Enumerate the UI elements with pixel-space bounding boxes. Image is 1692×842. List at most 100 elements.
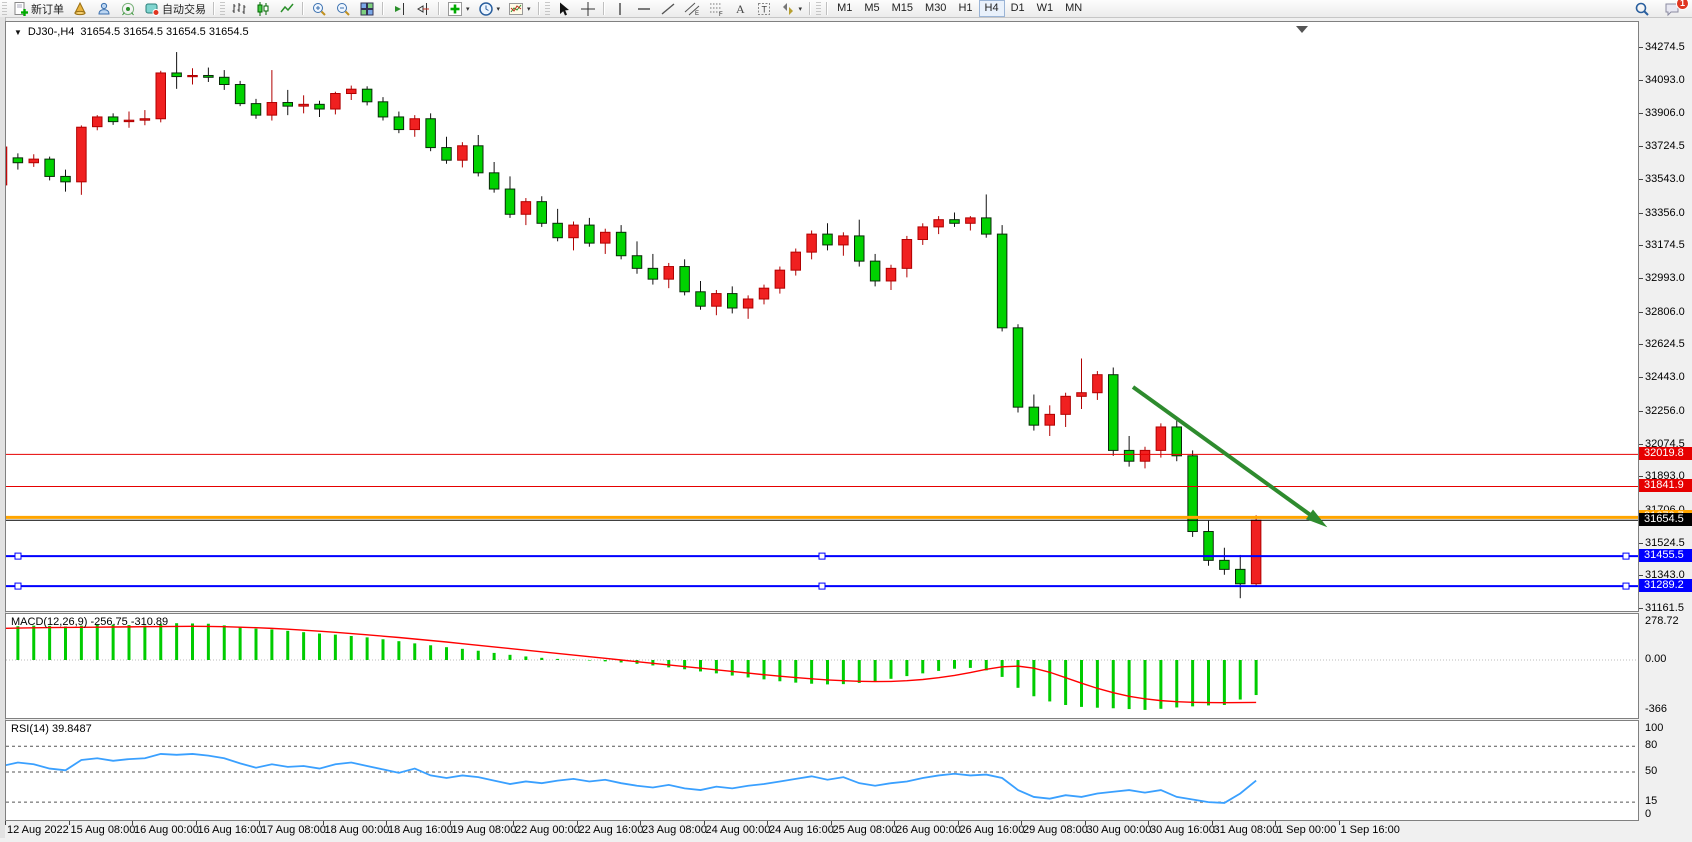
horizontal-line-objects[interactable] [6, 453, 1638, 590]
new-order-button-label: 新订单 [31, 3, 64, 16]
timeframe-button-d1[interactable]: D1 [1010, 2, 1025, 14]
time-tick-label: 1 Sep 00:00 [1277, 824, 1337, 836]
crosshair-tool-button[interactable] [576, 0, 600, 17]
line-handle[interactable] [1622, 552, 1630, 560]
price-tick [1639, 245, 1643, 247]
templates-button[interactable]: ▾ [504, 0, 535, 17]
svg-text:A: A [736, 2, 745, 16]
price-tick-label: 32993.0 [1645, 271, 1685, 284]
signals-button[interactable] [116, 0, 140, 17]
linechart-icon [280, 3, 294, 12]
line-chart-mode-button[interactable] [275, 0, 299, 17]
toolbar-separator [537, 2, 540, 15]
time-tick [132, 821, 133, 825]
periods-button[interactable]: ▾ [474, 0, 505, 17]
chart-shift-marker[interactable] [1296, 26, 1308, 33]
horizontal-line-tool-button[interactable] [632, 0, 656, 17]
toolbar-drag-handle [2, 2, 7, 15]
status-strip [0, 838, 1692, 842]
notifications-button[interactable]: 1 [1660, 0, 1689, 17]
chart-quotes: 31654.5 31654.5 31654.5 31654.5 [80, 26, 249, 38]
fibonacci-tool-button[interactable]: F [704, 0, 728, 17]
timeframe-button-h1[interactable]: H1 [958, 2, 973, 14]
trendline-tool-button[interactable] [656, 0, 680, 17]
time-tick [1084, 821, 1086, 825]
cursor-tool-button[interactable] [552, 0, 576, 17]
timeframe-button-m1[interactable]: M1 [837, 2, 853, 14]
price-tick [1639, 212, 1643, 214]
indicators-button[interactable]: ▾ [443, 0, 474, 17]
price-axis[interactable]: 34274.5 34093.0 33906.0 33724.5 33543.0 33356… [1639, 21, 1692, 821]
price-tick [1639, 277, 1643, 279]
tile-windows-button[interactable] [355, 0, 379, 17]
time-tick-label: 26 Aug 00:00 [896, 824, 961, 836]
text-tool-button[interactable]: A [728, 0, 752, 17]
timeframe-button-m15[interactable]: M15 [891, 2, 914, 14]
time-tick [5, 821, 6, 825]
candlestick-mode-button[interactable] [251, 0, 275, 17]
price-chart-panel[interactable]: ▼ DJ30-,H4 31654.5 31654.5 31654.5 31654… [5, 21, 1639, 612]
price-tick-label: 33724.5 [1645, 140, 1685, 153]
text-label-tool-button[interactable]: T [752, 0, 776, 17]
svg-text:T: T [761, 4, 767, 14]
template-icon [509, 2, 524, 15]
line-handle[interactable] [14, 582, 22, 590]
price-tick [1639, 178, 1643, 180]
chart-shift-button[interactable] [411, 0, 435, 17]
gold-cone-icon [74, 1, 86, 15]
rsi-indicator-panel[interactable]: RSI(14) 39.8487 [5, 720, 1639, 821]
bar-chart-mode-button[interactable] [227, 0, 251, 17]
rsi-axis-label: 15 [1645, 795, 1658, 808]
line-handle[interactable] [1622, 582, 1630, 590]
toolbar-drag-handle [544, 2, 550, 15]
dropdown-caret-icon: ▾ [527, 5, 531, 13]
time-tick-label: 25 Aug 08:00 [832, 824, 898, 836]
macd-axis-label: -366 [1645, 702, 1668, 715]
price-tick-label: 31524.5 [1645, 536, 1685, 549]
macd-histogram [16, 623, 1258, 710]
time-tick-label: 15 Aug 08:00 [70, 824, 136, 836]
trend-arrow-head[interactable] [1306, 509, 1328, 528]
timeframe-button-mn[interactable]: MN [1065, 2, 1083, 14]
time-tick-label: 30 Aug 16:00 [1150, 824, 1215, 836]
zoom-out-button[interactable] [331, 0, 355, 17]
time-tick [1021, 821, 1022, 825]
price-tick [1639, 79, 1643, 81]
timeframe-button-m5[interactable]: M5 [864, 2, 880, 14]
timeframe-button-w1[interactable]: W1 [1036, 2, 1054, 14]
time-tick [830, 821, 832, 825]
time-tick-label: 24 Aug 00:00 [705, 824, 771, 836]
algo-trading-button[interactable]: 自动交易 [140, 0, 210, 17]
line-handle[interactable] [818, 582, 826, 590]
chart-expand-icon[interactable]: ▼ [14, 27, 22, 37]
line-handle[interactable] [14, 552, 22, 560]
price-tick [1639, 344, 1643, 346]
time-axis[interactable]: 12 Aug 2022 15 Aug 08:00 16 Aug 00:00 16 Au… [5, 821, 1639, 838]
dropdown-caret-icon: ▾ [466, 5, 470, 13]
equidistant-channel-tool-button[interactable]: E [680, 0, 704, 17]
time-tick-label: 22 Aug 16:00 [578, 824, 644, 836]
chart-symbol-period: DJ30-,H4 [27, 26, 75, 38]
new-order-button[interactable]: 新订单 [9, 0, 68, 17]
timeframe-button-m30[interactable]: M30 [925, 2, 947, 14]
arrows-tool-button[interactable]: ▾ [776, 0, 807, 17]
market-watch-button[interactable] [92, 0, 116, 17]
search-button[interactable] [1630, 0, 1654, 17]
new-order-icon [14, 1, 28, 16]
line-handle[interactable] [818, 552, 826, 560]
candlestick-chart[interactable] [6, 22, 1638, 611]
vertical-line-tool-button[interactable] [608, 0, 632, 17]
trend-arrow[interactable] [1131, 385, 1318, 521]
time-tick [640, 821, 641, 825]
macd-label: MACD(12,26,9) -256.75 -310.89 [11, 616, 169, 628]
auto-scroll-button[interactable] [387, 0, 411, 17]
time-tick [513, 821, 514, 825]
toolbar-separator [213, 2, 215, 15]
time-tick [386, 821, 387, 825]
timeframe-button-h4[interactable]: H4 [978, 0, 1005, 17]
time-tick-label: 16 Aug 00:00 [134, 824, 199, 836]
zoom-in-button[interactable] [307, 0, 331, 17]
macd-indicator-panel[interactable]: MACD(12,26,9) -256.75 -310.89 [5, 613, 1639, 719]
price-tick-label: 32256.0 [1645, 404, 1685, 417]
depth-of-market-button[interactable] [68, 0, 92, 17]
